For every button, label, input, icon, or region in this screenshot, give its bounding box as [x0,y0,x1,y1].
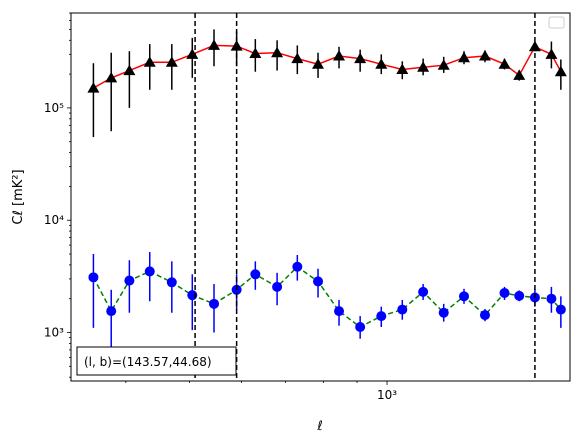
y-tick-label: 10³ [44,326,64,340]
series-1-point [249,47,262,59]
legend-box [548,16,565,29]
series-1-point [208,39,221,50]
series-2-point [555,304,566,315]
series-2-point [292,261,303,272]
series-1-point [165,56,178,67]
series-2-point [250,269,261,280]
series-2-point [209,298,220,309]
series-1-point [143,56,156,67]
series-2-point [106,306,117,317]
series-2-point [166,277,177,288]
y-axis-label: Cℓ [mK²] [11,169,26,224]
y-tick-label: 10⁵ [44,101,64,115]
series-2-point [313,276,324,287]
series-1-point [375,58,388,69]
series-2-point [124,275,135,286]
plot-content [87,13,567,381]
series-1-point [498,58,511,69]
series-2-point [376,311,387,322]
series-1-point [123,64,136,76]
series-2-point [514,290,525,301]
series-1-point [87,82,100,93]
series-2-point [479,310,490,321]
y-axis: 10³ 10⁴ 10⁵ [44,12,71,378]
series-2-point [546,293,557,304]
annotation-box: (l, b)=(143.57,44.68) [76,346,237,376]
series-2-line [92,265,562,328]
series-1-point [312,58,325,69]
series-1-point [291,52,304,64]
series-1-point [437,59,450,70]
plot-frame [70,12,571,382]
series-1-point [396,63,409,74]
series-1-point [105,71,118,83]
series-2-point [88,272,99,283]
series-1-point [333,49,346,61]
series-1-point [513,69,526,80]
series-1-point [478,49,491,61]
series-2-point [438,307,449,318]
series-2-point [334,306,345,317]
x-tick-label: 10³ [377,388,397,402]
annotation-text: (l, b)=(143.57,44.68) [84,355,212,369]
series-1-point [554,65,567,77]
series-2-point [499,287,510,298]
y-tick-label: 10⁴ [44,213,64,227]
series-2-point [272,281,283,292]
x-axis: 10³ [125,381,397,402]
series-1-point [417,61,430,72]
series-1-point [186,48,199,59]
series-1-line [93,44,562,89]
series-1-point [354,52,367,64]
series-2-point [418,286,429,297]
series-2-point [355,321,366,332]
series-1-point [545,48,558,59]
series-1-point [271,46,284,58]
series-1-point [458,51,471,63]
series-2-point [397,304,408,315]
series-2-point [459,291,470,302]
x-axis-label: ℓ [316,419,322,434]
series-2-point [144,266,155,277]
